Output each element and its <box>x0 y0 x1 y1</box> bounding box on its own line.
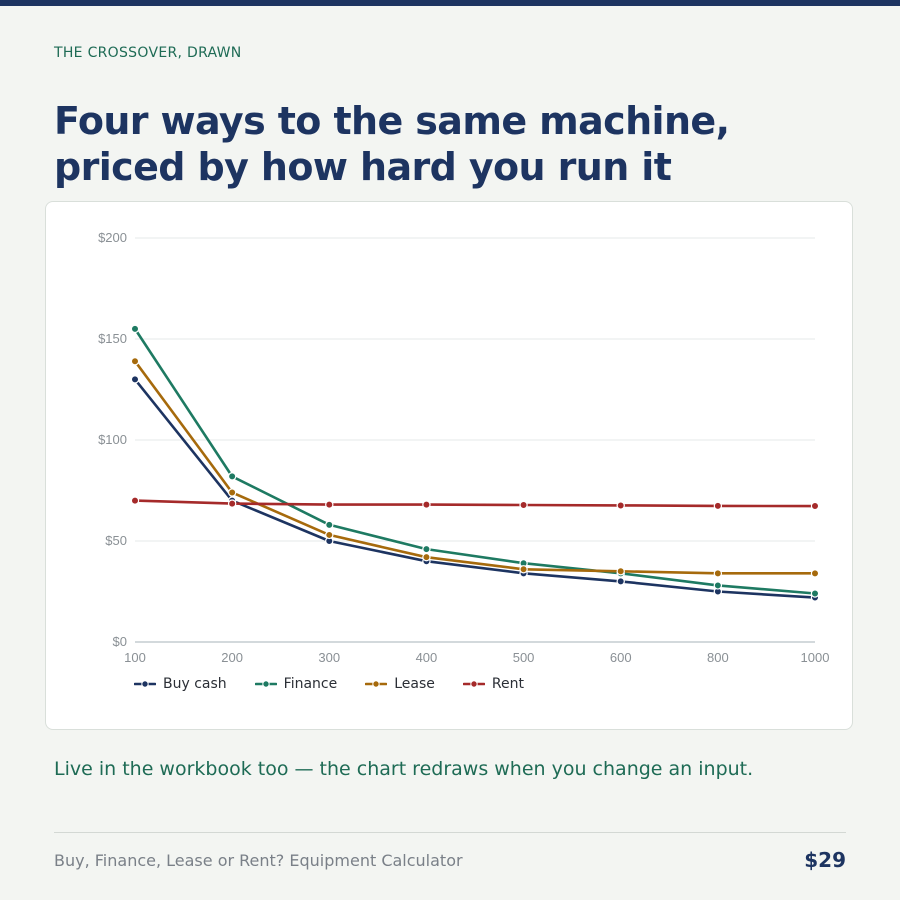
x-tick-label: 400 <box>416 650 438 662</box>
data-point-rent <box>130 496 140 505</box>
legend-swatch-icon <box>462 680 485 688</box>
price-label: $29 <box>804 848 846 872</box>
series-finance <box>130 324 820 598</box>
data-point-lease <box>130 357 140 366</box>
series-buy-cash <box>130 375 820 602</box>
x-tick-label: 500 <box>513 650 535 662</box>
data-point-finance <box>713 581 723 590</box>
legend-item-buy-cash: Buy cash <box>134 676 227 692</box>
x-tick-label: 100 <box>124 650 146 662</box>
line-chart: $0$50$100$150$200 100 200 300 400 500 600 800 1… <box>98 230 829 662</box>
y-axis-tick-labels: $0 $50 $100 $150 $200 <box>98 230 127 649</box>
series-rent <box>130 496 820 511</box>
data-point-finance <box>325 520 334 530</box>
x-tick-label: 600 <box>610 650 632 662</box>
x-tick-label: 300 <box>318 650 340 662</box>
data-point-rent <box>422 500 431 509</box>
data-point-lease <box>713 569 723 578</box>
data-point-finance <box>227 472 237 481</box>
y-tick-label: $150 <box>98 331 127 346</box>
workbook-note: Live in the workbook too — the chart red… <box>54 758 754 780</box>
product-title: Buy, Finance, Lease or Rent? Equipment C… <box>54 851 463 870</box>
series-lines <box>130 324 820 602</box>
legend-label: Rent <box>491 676 524 692</box>
data-point-rent <box>325 500 334 509</box>
x-tick-label: 800 <box>707 650 729 662</box>
data-point-lease <box>422 552 431 562</box>
data-point-lease <box>616 567 625 576</box>
legend-item-finance: Finance <box>254 676 338 692</box>
top-accent-bar <box>0 0 900 6</box>
grid-lines <box>135 237 815 643</box>
data-point-lease <box>810 569 820 578</box>
chart-card: $0 $50 $100 $150 $200 100 200 300 400 500 600 800 1… <box>45 201 853 730</box>
series-line-lease <box>133 359 817 575</box>
series-lease <box>130 357 820 578</box>
legend-label: Lease <box>394 676 435 692</box>
x-tick-label: 1000 <box>801 650 830 662</box>
data-point-finance <box>810 589 820 598</box>
y-tick-label: $50 <box>105 533 127 548</box>
series-line-buy-cash <box>133 378 817 599</box>
data-point-finance <box>422 544 431 554</box>
page-title: Four ways to the same machine, priced by… <box>54 99 730 189</box>
data-point-rent <box>810 501 820 511</box>
legend-swatch-icon <box>134 680 156 688</box>
data-point-lease <box>519 565 528 574</box>
data-point-lease <box>325 530 334 540</box>
chart-legend: Buy cash Finance Lease Rent <box>134 676 524 692</box>
legend-swatch-icon <box>254 680 277 688</box>
eyebrow-label: THE CROSSOVER, DRAWN <box>54 45 242 61</box>
legend-item-lease: Lease <box>365 676 435 692</box>
data-point-rent <box>616 501 625 510</box>
legend-label: Buy cash <box>163 676 227 692</box>
data-point-finance <box>130 324 140 334</box>
data-point-rent <box>519 500 528 510</box>
data-point-buy-cash <box>130 375 140 384</box>
x-tick-label: 200 <box>221 650 243 662</box>
y-tick-label: $200 <box>98 230 127 245</box>
series-line-rent <box>133 499 817 508</box>
data-point-rent <box>713 501 723 511</box>
series-line-finance <box>133 327 817 595</box>
data-point-rent <box>227 499 237 508</box>
x-axis-tick-labels: 100 200 300 400 500 600 800 1000 <box>124 650 829 662</box>
legend-swatch-icon <box>365 680 388 688</box>
data-point-buy-cash <box>616 577 625 586</box>
footer-divider <box>54 832 846 833</box>
legend-item-rent: Rent <box>462 676 524 692</box>
data-point-lease <box>227 488 237 497</box>
y-tick-label: $0 <box>113 634 127 649</box>
legend-label: Finance <box>283 676 338 692</box>
y-tick-label: $100 <box>98 432 127 447</box>
